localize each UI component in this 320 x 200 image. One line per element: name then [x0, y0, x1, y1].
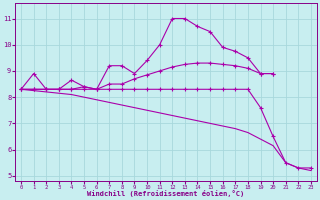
X-axis label: Windchill (Refroidissement éolien,°C): Windchill (Refroidissement éolien,°C) — [87, 190, 244, 197]
